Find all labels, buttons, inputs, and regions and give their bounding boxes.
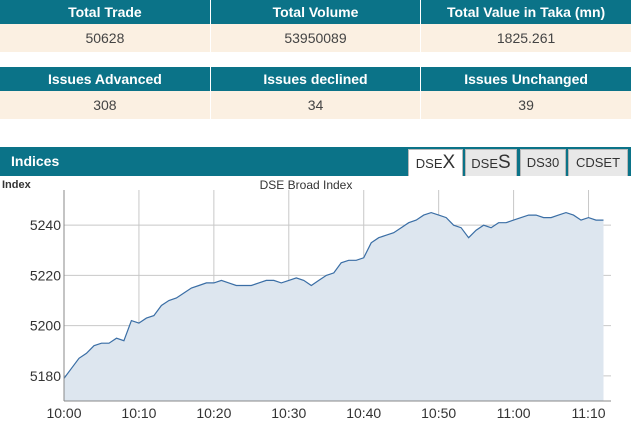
tab-cdset-label: CDSET [575,155,621,170]
index-area-fill [64,212,604,401]
tab-dsex-prefix: DSE [415,156,443,171]
tab-cdset[interactable]: CDSET [568,149,628,176]
issues-summary-table: Issues Advanced Issues declined Issues U… [0,67,631,119]
total-value-value: 1825.261 [420,24,631,52]
y-tick-label: 5240 [30,217,61,233]
total-volume-header: Total Volume [210,0,422,24]
tab-dses-prefix: DSE [471,156,499,171]
x-tick-label: 10:40 [346,405,381,421]
issues-advanced-value: 308 [0,91,211,119]
issues-advanced-header: Issues Advanced [0,67,211,91]
y-tick-label: 5200 [30,318,61,334]
x-tick-label: 10:10 [121,405,156,421]
x-tick-label: 10:30 [271,405,306,421]
x-tick-label: 10:20 [196,405,231,421]
tab-dses-suffix: S [498,152,511,173]
total-trade-header: Total Trade [0,0,211,24]
x-tick-label: 10:00 [46,405,81,421]
chart-axes: 5180 5200 5220 5240 10:00 10:10 10:20 10:30 10:4… [30,190,611,421]
index-line [63,211,604,379]
tab-ds30-label: DS30 [526,155,560,170]
indices-header: Indices DSEX DSES DS30 CDSET [0,147,631,176]
x-tick-label: 10:50 [421,405,456,421]
issues-declined-header: Issues declined [210,67,422,91]
indices-title: Indices [11,153,60,169]
y-axis-label: Index [2,179,32,191]
total-trade-value: 50628 [0,24,211,52]
y-tick-label: 5220 [30,267,61,283]
total-value-header: Total Value in Taka (mn) [420,0,631,24]
issues-unchanged-header: Issues Unchanged [420,67,631,91]
x-tick-label: 11:00 [497,405,531,421]
tab-ds30[interactable]: DS30 [520,149,566,176]
y-tick-label: 5180 [30,368,61,384]
issues-unchanged-value: 39 [420,91,631,119]
chart-title: DSE Broad Index [260,178,353,192]
x-tick-label: 11:10 [572,405,606,421]
market-summary-table: Total Trade Total Volume Total Value in … [0,0,631,52]
issues-declined-value: 34 [210,91,422,119]
tab-dses[interactable]: DSES [465,149,517,176]
tab-dsex-suffix: X [442,152,456,173]
total-volume-value: 53950089 [210,24,422,52]
dse-broad-index-chart: 5180 5200 5220 5240 10:00 10:10 10:20 10:30 10:4… [2,178,611,421]
tab-dsex[interactable]: DSEX [408,149,463,176]
